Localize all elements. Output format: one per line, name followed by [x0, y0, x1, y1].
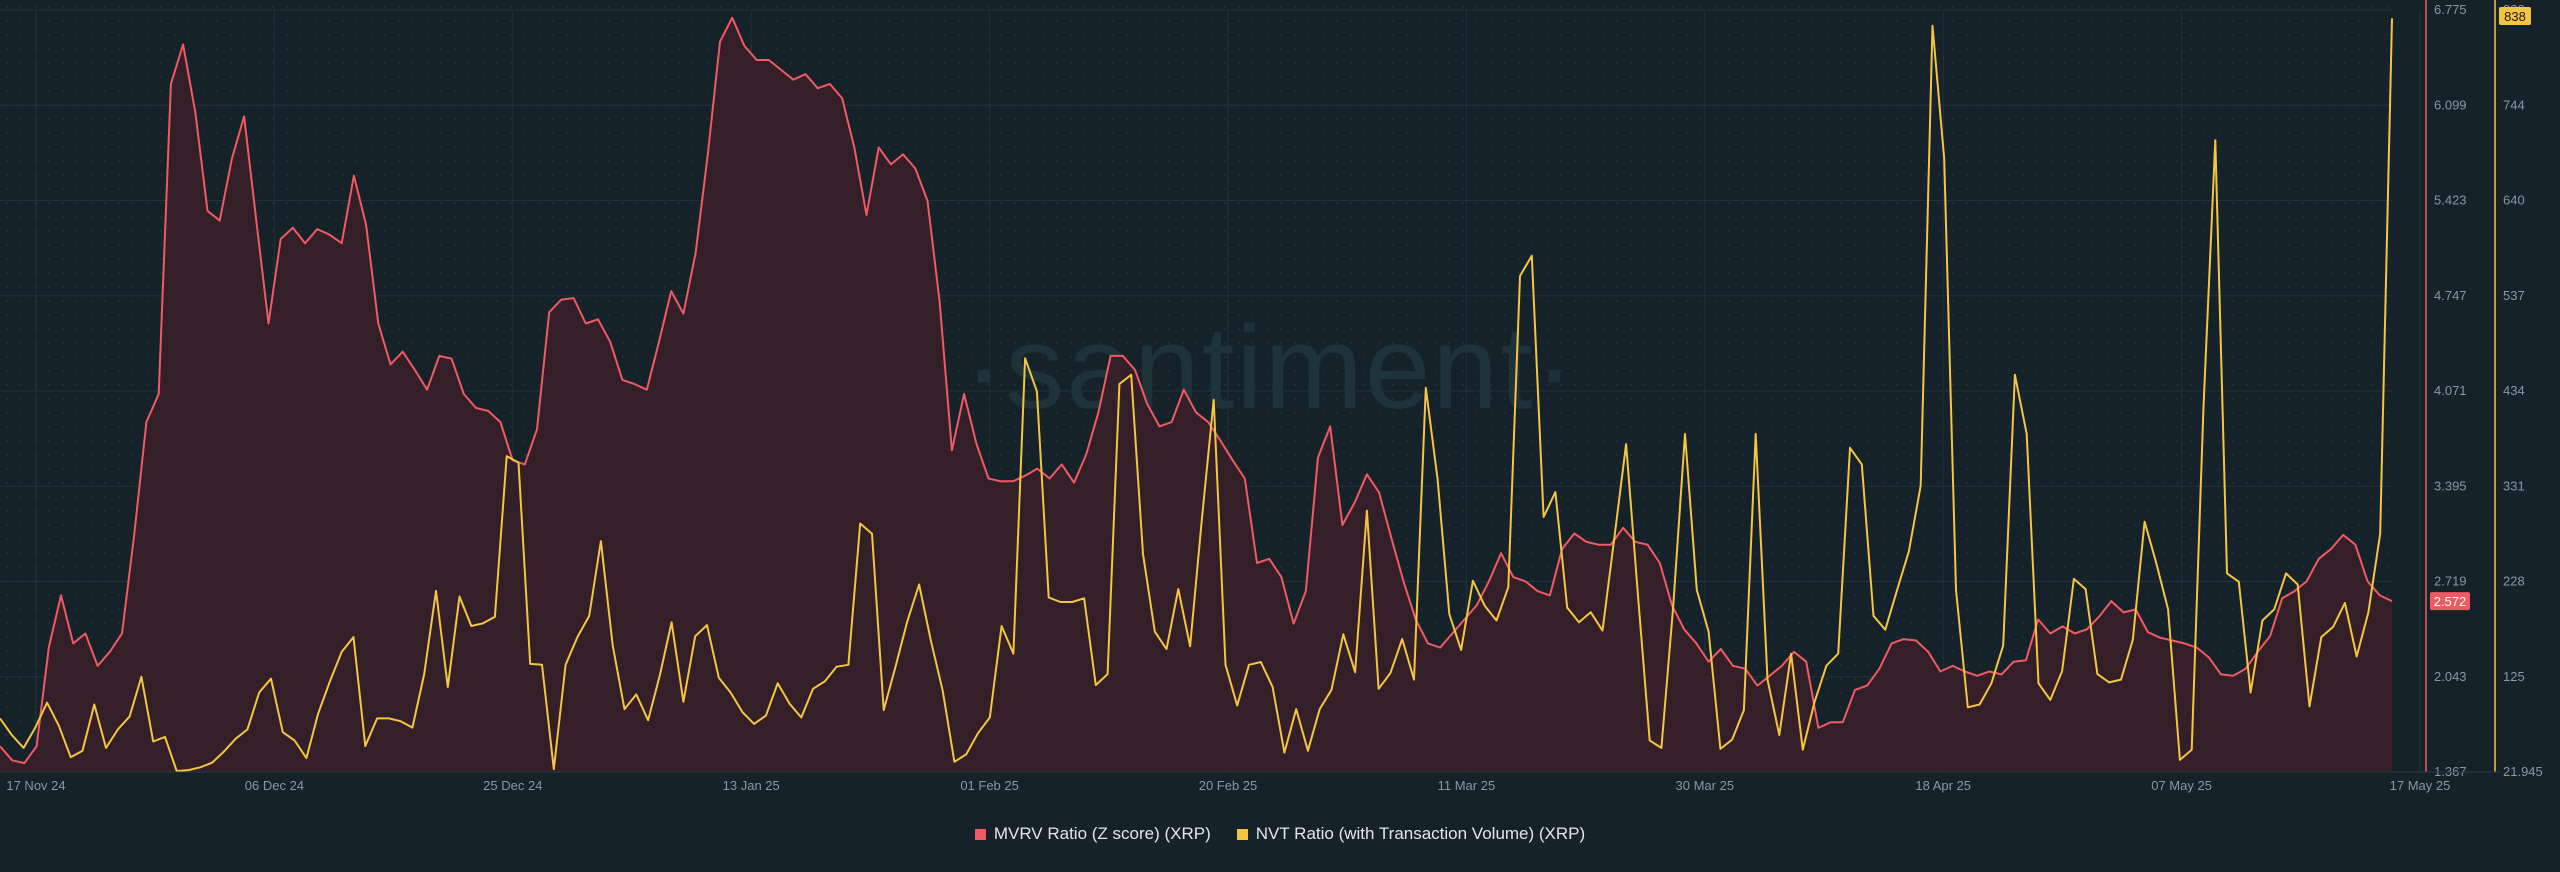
y-right-tick-label: 744 — [2503, 97, 2525, 112]
y-right-tick-label: 21.945 — [2503, 764, 2543, 779]
y-left-tick-label: 3.395 — [2434, 478, 2467, 493]
axes: 6.775 6.099 5.423 4.747 4.071 3.395 2.719 2.043… — [0, 0, 2543, 793]
x-tick-label: 11 Mar 25 — [1438, 778, 1496, 793]
legend-swatch-nvt — [1236, 828, 1248, 840]
legend: MVRV Ratio (Z score) (XRP) NVT Ratio (wi… — [0, 820, 2560, 848]
series-area-mvrv — [0, 17, 2392, 772]
current-value-label-mvrv: 2.572 — [2434, 594, 2467, 609]
y-right-tick-label: 640 — [2503, 193, 2525, 208]
x-tick-label: 30 Mar 25 — [1676, 778, 1735, 793]
y-left-tick-label: 4.071 — [2434, 383, 2467, 398]
x-tick-label: 20 Feb 25 — [1199, 778, 1258, 793]
x-tick-label: 18 Apr 25 — [1915, 778, 1971, 793]
y-right-tick-label: 125 — [2503, 669, 2525, 684]
y-left-tick-label: 2.719 — [2434, 574, 2467, 589]
y-right-tick-label: 537 — [2503, 288, 2525, 303]
y-left-tick-label: 6.099 — [2434, 97, 2467, 112]
legend-item-mvrv[interactable]: MVRV Ratio (Z score) (XRP) — [974, 824, 1211, 844]
x-tick-label: 17 May 25 — [2390, 778, 2451, 793]
legend-swatch-mvrv — [974, 828, 986, 840]
series — [0, 16, 2393, 772]
x-tick-label: 13 Jan 25 — [723, 778, 780, 793]
x-tick-label: 17 Nov 24 — [6, 778, 65, 793]
legend-label-nvt: NVT Ratio (with Transaction Volume) (XRP… — [1255, 824, 1586, 843]
x-tick-label: 06 Dec 24 — [245, 778, 304, 793]
current-value-label-nvt: 838 — [2504, 9, 2526, 24]
y-left-tick-label: 4.747 — [2434, 288, 2467, 303]
x-tick-label: 07 May 25 — [2151, 778, 2212, 793]
legend-label-mvrv: MVRV Ratio (Z score) (XRP) — [993, 824, 1211, 843]
y-left-tick-label: 5.423 — [2434, 193, 2467, 208]
x-tick-label: 01 Feb 25 — [960, 778, 1019, 793]
y-right-tick-label: 331 — [2503, 478, 2525, 493]
y-left-tick-label: 2.043 — [2434, 669, 2467, 684]
current-value-badge-nvt — [2499, 7, 2531, 25]
watermark: ·santiment· — [964, 302, 1576, 434]
legend-item-nvt[interactable]: NVT Ratio (with Transaction Volume) (XRP… — [1236, 824, 1586, 844]
series-line-nvt — [0, 18, 2393, 772]
y-right-tick-label: 228 — [2503, 574, 2525, 589]
series-line-mvrv — [0, 16, 2393, 765]
x-tick-label: 25 Dec 24 — [483, 778, 542, 793]
y-right-tick-label: 434 — [2503, 383, 2525, 398]
y-left-tick-label: 6.775 — [2434, 2, 2467, 17]
current-value-badge-mvrv — [2430, 592, 2470, 611]
